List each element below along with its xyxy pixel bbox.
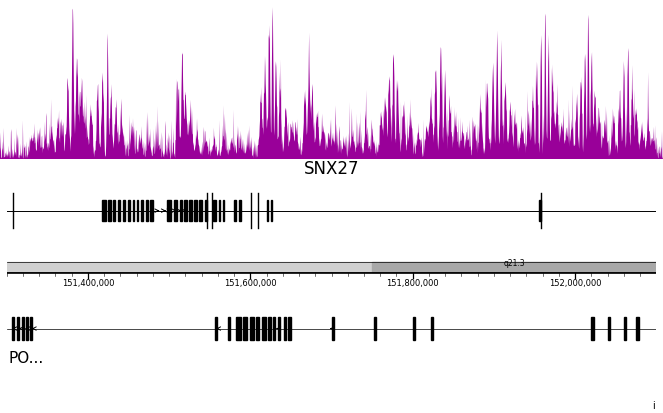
Bar	[267, 200, 268, 221]
Bar	[123, 200, 125, 221]
Text: q21.3: q21.3	[503, 259, 525, 268]
Bar	[271, 200, 272, 221]
Bar	[113, 200, 115, 221]
Text: i: i	[652, 401, 655, 411]
Bar	[199, 200, 202, 221]
Bar	[108, 200, 111, 221]
Bar	[137, 200, 138, 221]
Bar	[332, 317, 334, 340]
Bar	[636, 317, 638, 340]
Text: SNX27: SNX27	[304, 160, 359, 178]
Bar	[180, 200, 182, 221]
Bar	[141, 200, 143, 221]
Bar	[219, 200, 220, 221]
Bar	[7, 262, 656, 272]
Bar	[624, 317, 627, 340]
Bar	[30, 317, 32, 340]
Bar	[184, 200, 187, 221]
Bar	[26, 317, 28, 340]
Bar	[284, 317, 286, 340]
Bar	[103, 200, 105, 221]
Bar	[151, 200, 152, 221]
Bar	[591, 317, 594, 340]
Bar	[205, 200, 208, 221]
Bar	[227, 317, 230, 340]
Bar	[133, 200, 134, 221]
Bar	[263, 317, 266, 340]
Bar	[412, 317, 415, 340]
Bar	[372, 262, 656, 272]
Bar	[194, 200, 197, 221]
Bar	[174, 200, 177, 221]
Bar	[288, 317, 291, 340]
Bar	[273, 317, 275, 340]
Bar	[268, 317, 271, 340]
Text: 151,400,000: 151,400,000	[62, 279, 114, 288]
Bar	[22, 317, 24, 340]
Bar	[213, 200, 216, 221]
Bar	[374, 317, 376, 340]
Bar	[128, 200, 130, 221]
Bar	[430, 317, 433, 340]
Bar	[223, 200, 224, 221]
Bar	[237, 317, 241, 340]
Bar	[234, 200, 237, 221]
Bar	[215, 317, 217, 340]
Bar	[190, 200, 192, 221]
Text: 151,800,000: 151,800,000	[387, 279, 439, 288]
Bar	[168, 200, 170, 221]
Text: PO...: PO...	[8, 351, 44, 366]
Bar	[145, 200, 148, 221]
Bar	[538, 200, 541, 221]
Bar	[251, 317, 253, 340]
Bar	[13, 317, 14, 340]
Text: 151,600,000: 151,600,000	[224, 279, 276, 288]
Bar	[243, 317, 247, 340]
Bar	[239, 200, 241, 221]
Bar	[118, 200, 120, 221]
Text: 152,000,000: 152,000,000	[549, 279, 601, 288]
Bar	[278, 317, 280, 340]
Bar	[17, 317, 19, 340]
Bar	[256, 317, 259, 340]
Bar	[608, 317, 610, 340]
